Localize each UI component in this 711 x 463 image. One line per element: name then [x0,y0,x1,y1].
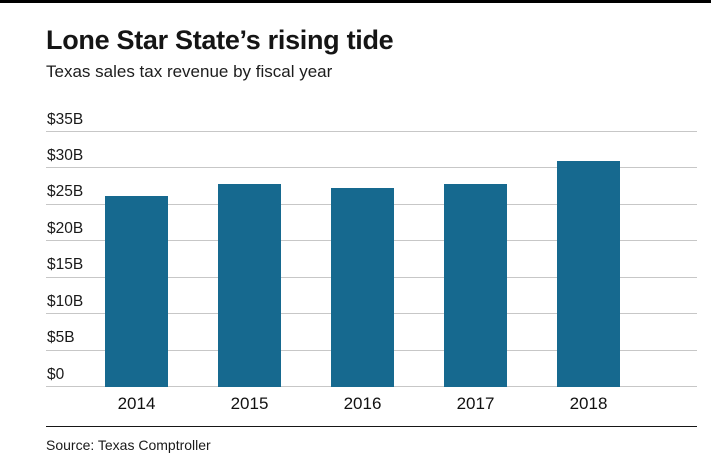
bar-series [80,132,645,387]
x-axis-label-2017: 2017 [456,394,495,413]
bar-column [306,132,419,387]
y-axis-tick-label: $0 [47,365,65,383]
source-note: Source: Texas Comptroller [46,437,211,453]
y-axis-tick-label: $20B [47,219,84,237]
chart-subtitle: Texas sales tax revenue by fiscal year [46,62,333,81]
bar-2015 [218,184,281,387]
x-axis-label-2016: 2016 [343,394,382,413]
bar-2017 [444,183,507,387]
bar-2018 [557,161,620,387]
y-axis-tick-label: $5B [47,329,75,347]
bar-column [193,132,306,387]
gridline [46,167,697,169]
footer-divider [46,426,697,427]
chart-title: Lone Star State’s rising tide [46,25,394,55]
x-axis: 2014 2015 2016 2017 2018 [80,394,645,414]
bar-2014 [105,196,168,387]
plot-area: $0 $5B $10B $15B $20B $25B $30B $35B [46,111,697,387]
bar-column [532,132,645,387]
x-axis-label-2015: 2015 [230,394,269,413]
bar-column [80,132,193,387]
y-axis-tick-label: $30B [47,146,84,164]
y-axis-tick-label: $15B [47,256,84,274]
x-axis-label-2018: 2018 [569,394,608,413]
bar-column [419,132,532,387]
y-axis-tick-label: $25B [47,183,84,201]
gridline [46,131,697,132]
y-axis-tick-label: $10B [47,292,84,310]
bar-2016 [331,188,394,387]
y-axis-tick-label: $35B [47,110,84,128]
x-axis-label-2014: 2014 [117,394,156,413]
